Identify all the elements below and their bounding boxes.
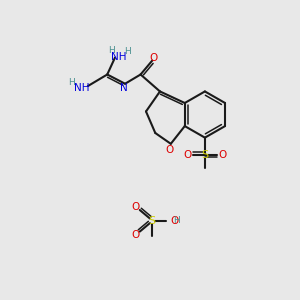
Text: H: H bbox=[173, 215, 180, 224]
Text: NH: NH bbox=[111, 52, 127, 62]
Text: O: O bbox=[183, 150, 191, 160]
Text: O: O bbox=[165, 145, 173, 155]
Text: NH: NH bbox=[74, 83, 89, 93]
Text: O: O bbox=[131, 230, 139, 240]
Text: O: O bbox=[219, 150, 227, 160]
Text: S: S bbox=[148, 216, 156, 226]
Text: N: N bbox=[120, 82, 128, 93]
Text: H: H bbox=[68, 79, 75, 88]
Text: S: S bbox=[201, 150, 208, 160]
Text: O: O bbox=[131, 202, 139, 212]
Text: H: H bbox=[109, 46, 115, 55]
Text: H: H bbox=[124, 47, 131, 56]
Text: O: O bbox=[150, 52, 158, 63]
Text: O: O bbox=[170, 216, 178, 226]
